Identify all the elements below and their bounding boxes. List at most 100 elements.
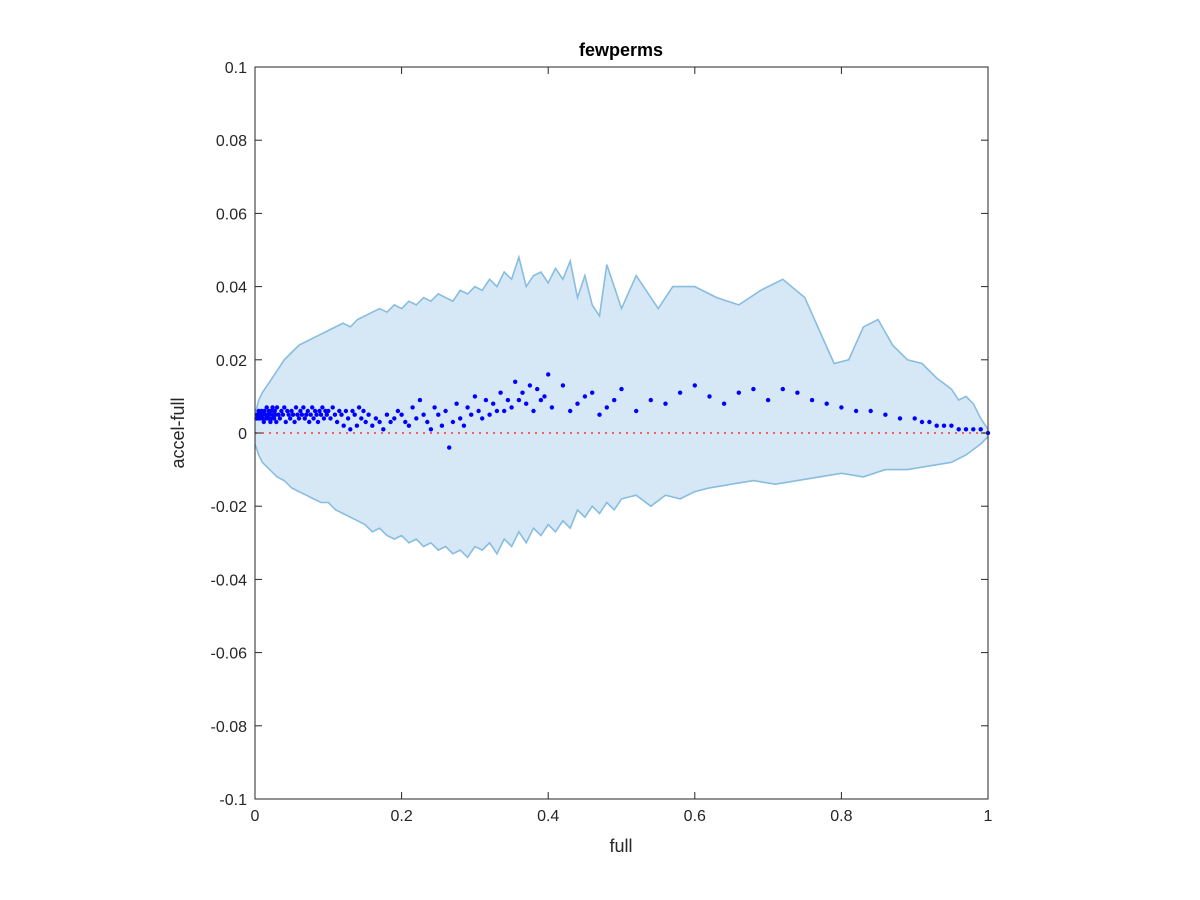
data-point (897, 416, 903, 421)
data-point (436, 412, 441, 417)
band-lower-edge (254, 436, 989, 559)
data-point (513, 379, 518, 384)
data-point (267, 412, 272, 417)
data-point (343, 408, 349, 414)
data-point (648, 397, 653, 403)
data-point (277, 416, 283, 421)
data-point (363, 419, 368, 425)
data-point (531, 408, 536, 414)
data-point (361, 408, 366, 414)
data-point (307, 419, 312, 425)
data-point (298, 408, 303, 414)
data-point (314, 412, 319, 417)
data-point (282, 405, 287, 410)
data-point (765, 397, 771, 403)
data-point (268, 419, 273, 425)
data-point (292, 419, 297, 425)
data-point (934, 423, 939, 428)
data-point (270, 405, 275, 410)
data-point (288, 416, 293, 421)
y-tick-label: 0.06 (216, 206, 247, 223)
data-point (824, 401, 829, 406)
data-point (410, 405, 415, 410)
data-point (439, 423, 445, 428)
data-point (310, 405, 315, 410)
y-tick-label: -0.08 (211, 719, 248, 736)
data-point (280, 412, 286, 417)
ticks-layer: 0 0.2 0.4 0.6 0.8 1 -0.1 -0.08 -0.06 -0.04 -0.02 0 0… (211, 60, 993, 825)
data-point (285, 408, 290, 414)
data-point (318, 412, 324, 417)
data-point (491, 401, 496, 406)
data-point (494, 408, 500, 414)
x-tick-label: 0.6 (684, 808, 706, 825)
data-point (350, 408, 355, 414)
data-point (399, 412, 404, 417)
data-point (260, 416, 265, 421)
data-point (276, 412, 281, 417)
data-point (692, 383, 697, 388)
data-point (264, 405, 269, 410)
data-point (262, 408, 267, 414)
data-point (315, 419, 321, 425)
data-point (487, 412, 492, 417)
x-tick-label: 0.8 (830, 808, 852, 825)
data-point (414, 416, 419, 421)
data-point (295, 412, 300, 417)
data-point (527, 383, 533, 388)
x-tick-label: 0 (251, 808, 260, 825)
data-point (341, 423, 346, 428)
chart-title: fewperms (579, 40, 663, 60)
data-point (359, 416, 364, 421)
data-point (809, 397, 815, 403)
band-upper-edge (254, 254, 989, 430)
data-point (403, 419, 408, 425)
data-point (356, 405, 362, 410)
data-point (392, 416, 397, 421)
data-point (311, 416, 316, 421)
data-point (443, 408, 448, 414)
data-point (949, 423, 954, 428)
data-point (927, 419, 932, 425)
data-point (312, 408, 318, 414)
data-point (324, 412, 329, 417)
data-point (868, 408, 873, 414)
data-point (619, 386, 624, 392)
data-point (305, 408, 310, 414)
data-point (736, 390, 741, 395)
x-tick-label: 1 (984, 808, 993, 825)
data-point (274, 405, 280, 410)
data-point (279, 408, 284, 414)
data-point (505, 397, 511, 403)
data-point (634, 408, 639, 414)
data-point (381, 427, 386, 432)
data-point (326, 408, 331, 414)
y-tick-label: -0.02 (211, 499, 248, 516)
data-point (345, 416, 351, 421)
data-point (839, 405, 844, 410)
data-point (912, 416, 917, 421)
data-point (560, 383, 566, 388)
data-point (289, 408, 294, 414)
data-point (707, 394, 712, 399)
data-point (941, 423, 947, 428)
data-point (283, 419, 288, 425)
data-point (286, 412, 291, 417)
y-tick-label: -0.04 (211, 572, 248, 589)
y-tick-label: -0.06 (211, 646, 248, 663)
data-point (883, 412, 888, 417)
data-point (406, 423, 412, 428)
data-point (330, 405, 335, 410)
data-point (575, 401, 580, 406)
data-point (339, 412, 344, 417)
band-fill (255, 257, 988, 558)
data-point (480, 416, 485, 421)
data-point (317, 408, 322, 414)
data-point (417, 397, 423, 403)
data-point (428, 427, 434, 432)
data-point (978, 427, 983, 432)
data-point (516, 397, 522, 403)
y-tick-label: 0.1 (225, 60, 247, 77)
data-point (538, 397, 544, 403)
